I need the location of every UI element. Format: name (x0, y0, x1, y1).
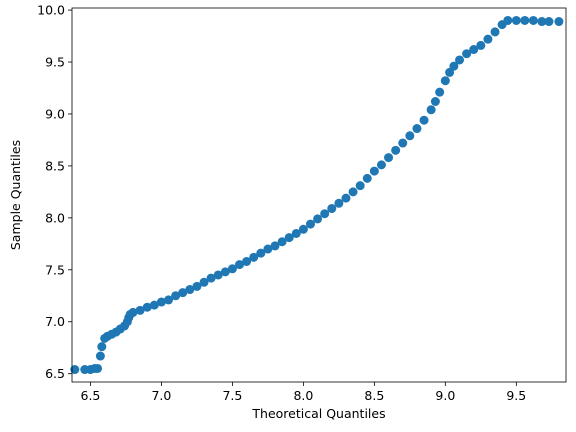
data-point-69 (490, 27, 500, 37)
data-point-28 (213, 270, 223, 280)
data-point-33 (249, 252, 259, 262)
data-point-54 (398, 138, 408, 148)
x-tick-label: 8.5 (364, 388, 384, 403)
data-point-57 (419, 115, 429, 125)
y-axis-label: Sample Quantiles (8, 140, 23, 250)
data-point-75 (537, 17, 547, 27)
data-point-24 (185, 285, 195, 295)
data-point-65 (462, 49, 472, 59)
data-point-6 (97, 342, 107, 352)
data-point-73 (520, 15, 530, 25)
data-point-25 (192, 281, 202, 291)
data-point-27 (206, 273, 216, 283)
data-point-4 (93, 363, 103, 373)
data-point-18 (142, 302, 152, 312)
data-point-17 (135, 305, 145, 315)
data-point-67 (476, 40, 486, 50)
data-point-68 (483, 34, 493, 44)
data-point-43 (320, 209, 330, 219)
data-point-47 (348, 187, 358, 197)
data-point-30 (227, 264, 237, 274)
data-point-74 (528, 15, 538, 25)
x-tick-label: 8.0 (293, 388, 313, 403)
data-point-48 (355, 181, 365, 191)
y-tick-label: 10.0 (37, 3, 65, 18)
x-tick-label: 9.5 (506, 388, 526, 403)
data-points (70, 15, 564, 375)
data-point-53 (391, 145, 401, 155)
y-tick-label: 6.5 (45, 366, 65, 381)
y-tick-label: 9.0 (45, 106, 65, 121)
data-point-0 (70, 365, 80, 375)
data-point-35 (263, 244, 273, 254)
data-point-37 (277, 237, 287, 247)
data-point-32 (242, 256, 252, 266)
data-point-59 (430, 97, 440, 106)
data-point-52 (384, 153, 394, 163)
data-point-61 (440, 76, 450, 86)
data-point-60 (435, 87, 445, 97)
plot-frame (71, 7, 567, 383)
data-point-63 (449, 61, 459, 71)
data-point-40 (298, 224, 308, 234)
data-point-16 (128, 307, 138, 317)
data-point-26 (199, 277, 209, 287)
y-tick-label: 9.5 (45, 55, 65, 70)
y-tick-label: 8.0 (45, 210, 65, 225)
data-point-21 (164, 295, 174, 305)
x-tick-label: 9.0 (435, 388, 455, 403)
y-axis: 6.5 7.0 7.5 8.0 8.5 9.0 9.5 10.0 (37, 3, 72, 381)
data-point-31 (235, 260, 245, 270)
data-point-34 (256, 248, 266, 258)
data-point-38 (284, 233, 294, 243)
data-point-45 (334, 198, 344, 208)
data-point-64 (455, 55, 465, 65)
data-point-42 (313, 214, 323, 224)
data-point-36 (270, 241, 280, 251)
x-tick-label: 7.5 (222, 388, 242, 403)
data-point-5 (95, 351, 105, 361)
data-point-51 (376, 160, 386, 170)
x-tick-label: 7.0 (151, 388, 171, 403)
data-point-20 (156, 297, 166, 307)
data-point-56 (412, 124, 422, 134)
data-point-76 (544, 17, 554, 27)
data-point-58 (426, 105, 436, 115)
plot-area (72, 8, 566, 382)
x-axis-label: Theoretical Quantiles (251, 406, 385, 421)
data-point-44 (327, 204, 337, 214)
data-point-41 (305, 219, 315, 229)
data-point-77 (554, 17, 564, 27)
y-tick-label: 7.0 (45, 314, 65, 329)
data-point-29 (220, 267, 230, 277)
x-axis: 6.5 7.0 7.5 8.0 8.5 9.0 9.5 (81, 382, 526, 403)
data-point-19 (149, 300, 159, 310)
data-point-49 (362, 173, 372, 183)
data-point-39 (291, 228, 301, 238)
y-tick-label: 8.5 (45, 158, 65, 173)
x-tick-label: 6.5 (81, 388, 101, 403)
data-point-55 (405, 131, 415, 141)
data-point-23 (178, 288, 188, 298)
data-point-46 (341, 193, 351, 203)
data-point-72 (511, 15, 521, 25)
y-tick-label: 7.5 (45, 262, 65, 277)
data-point-50 (369, 166, 379, 176)
data-point-66 (469, 45, 479, 55)
data-point-22 (171, 291, 181, 301)
data-point-71 (503, 15, 513, 25)
